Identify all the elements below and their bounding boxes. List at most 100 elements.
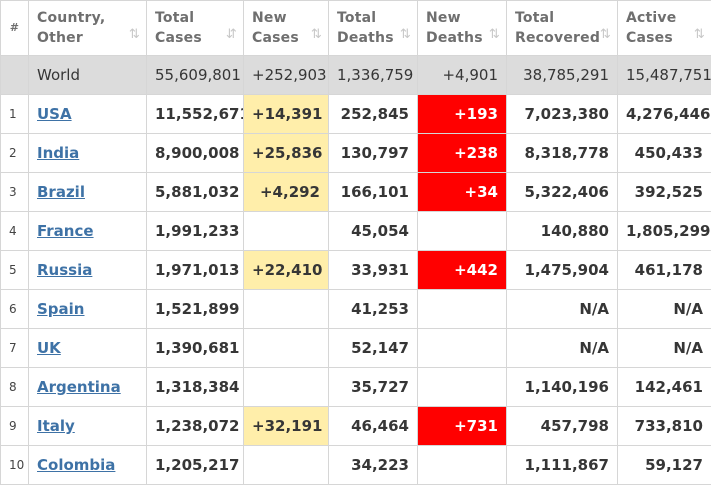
header-new-cases-label-2: Cases bbox=[252, 28, 320, 48]
total-cases-cell: 1,205,217 bbox=[147, 446, 244, 485]
sort-icon[interactable]: ⇅ bbox=[129, 25, 140, 45]
row-index: 5 bbox=[1, 251, 29, 290]
country-cell: Spain bbox=[29, 290, 147, 329]
country-link[interactable]: Italy bbox=[37, 417, 75, 435]
new-cases-cell bbox=[244, 368, 329, 407]
row-index: 2 bbox=[1, 134, 29, 173]
country-link[interactable]: Argentina bbox=[37, 378, 121, 396]
total-recovered-cell: 7,023,380 bbox=[507, 95, 618, 134]
country-link[interactable]: India bbox=[37, 144, 79, 162]
header-row: # Country, Other ⇅ Total Cases ⇵ New Cas… bbox=[1, 1, 711, 56]
header-total-recovered[interactable]: Total Recovered ⇅ bbox=[507, 1, 618, 56]
total-deaths-cell: 130,797 bbox=[329, 134, 418, 173]
total-cases-cell: 1,318,384 bbox=[147, 368, 244, 407]
row-index: 1 bbox=[1, 95, 29, 134]
world-new-deaths: +4,901 bbox=[418, 56, 507, 95]
new-deaths-cell: +193 bbox=[418, 95, 507, 134]
world-index bbox=[1, 56, 29, 95]
new-deaths-cell bbox=[418, 368, 507, 407]
total-cases-cell: 1,238,072 bbox=[147, 407, 244, 446]
new-deaths-cell: +731 bbox=[418, 407, 507, 446]
header-total-cases-label-2: Cases bbox=[155, 28, 235, 48]
total-cases-cell: 8,900,008 bbox=[147, 134, 244, 173]
new-cases-cell bbox=[244, 290, 329, 329]
total-deaths-cell: 166,101 bbox=[329, 173, 418, 212]
row-index: 3 bbox=[1, 173, 29, 212]
total-cases-cell: 5,881,032 bbox=[147, 173, 244, 212]
country-link[interactable]: UK bbox=[37, 339, 61, 357]
header-country-label-1: Country, bbox=[37, 8, 138, 28]
total-recovered-cell: N/A bbox=[507, 290, 618, 329]
total-recovered-cell: 8,318,778 bbox=[507, 134, 618, 173]
header-total-deaths-label-1: Total bbox=[337, 8, 409, 28]
sort-icon[interactable]: ⇅ bbox=[400, 25, 411, 45]
new-cases-cell bbox=[244, 446, 329, 485]
row-index: 6 bbox=[1, 290, 29, 329]
header-active-cases[interactable]: Active Cases ⇅ bbox=[618, 1, 711, 56]
country-link[interactable]: Brazil bbox=[37, 183, 85, 201]
total-recovered-cell: 1,140,196 bbox=[507, 368, 618, 407]
header-index-label: # bbox=[10, 21, 19, 34]
total-cases-cell: 1,971,013 bbox=[147, 251, 244, 290]
row-index: 9 bbox=[1, 407, 29, 446]
header-total-cases-label-1: Total bbox=[155, 8, 235, 28]
world-total-deaths: 1,336,759 bbox=[329, 56, 418, 95]
header-new-deaths[interactable]: New Deaths ⇅ bbox=[418, 1, 507, 56]
country-link[interactable]: Spain bbox=[37, 300, 84, 318]
header-country[interactable]: Country, Other ⇅ bbox=[29, 1, 147, 56]
country-cell: Italy bbox=[29, 407, 147, 446]
header-total-recovered-label-1: Total bbox=[515, 8, 609, 28]
header-new-cases[interactable]: New Cases ⇅ bbox=[244, 1, 329, 56]
new-cases-cell: +32,191 bbox=[244, 407, 329, 446]
country-cell: USA bbox=[29, 95, 147, 134]
country-link[interactable]: France bbox=[37, 222, 94, 240]
sort-icon[interactable]: ⇅ bbox=[600, 25, 611, 45]
sort-icon[interactable]: ⇅ bbox=[694, 25, 705, 45]
new-deaths-cell: +238 bbox=[418, 134, 507, 173]
country-cell: UK bbox=[29, 329, 147, 368]
sort-active-icon[interactable]: ⇵ bbox=[226, 25, 237, 45]
country-link[interactable]: USA bbox=[37, 105, 72, 123]
total-recovered-cell: N/A bbox=[507, 329, 618, 368]
active-cases-cell: N/A bbox=[618, 290, 711, 329]
header-total-deaths[interactable]: Total Deaths ⇅ bbox=[329, 1, 418, 56]
active-cases-cell: 461,178 bbox=[618, 251, 711, 290]
total-cases-cell: 1,991,233 bbox=[147, 212, 244, 251]
active-cases-cell: 142,461 bbox=[618, 368, 711, 407]
new-deaths-cell: +34 bbox=[418, 173, 507, 212]
country-cell: France bbox=[29, 212, 147, 251]
header-active-cases-label-2: Cases bbox=[626, 28, 703, 48]
total-deaths-cell: 45,054 bbox=[329, 212, 418, 251]
country-link[interactable]: Colombia bbox=[37, 456, 115, 474]
new-deaths-cell bbox=[418, 329, 507, 368]
header-total-deaths-label-2: Deaths bbox=[337, 28, 409, 48]
total-deaths-cell: 46,464 bbox=[329, 407, 418, 446]
sort-icon[interactable]: ⇅ bbox=[311, 25, 322, 45]
total-deaths-cell: 252,845 bbox=[329, 95, 418, 134]
row-index: 10 bbox=[1, 446, 29, 485]
header-index[interactable]: # bbox=[1, 1, 29, 56]
world-country: World bbox=[29, 56, 147, 95]
world-total-row: World 55,609,801 +252,903 1,336,759 +4,9… bbox=[1, 56, 711, 95]
header-total-recovered-label-2: Recovered bbox=[515, 28, 609, 48]
active-cases-cell: 59,127 bbox=[618, 446, 711, 485]
new-deaths-cell bbox=[418, 212, 507, 251]
country-link[interactable]: Russia bbox=[37, 261, 92, 279]
new-cases-cell: +14,391 bbox=[244, 95, 329, 134]
sort-icon[interactable]: ⇅ bbox=[489, 25, 500, 45]
row-index: 8 bbox=[1, 368, 29, 407]
active-cases-cell: 392,525 bbox=[618, 173, 711, 212]
country-cell: Brazil bbox=[29, 173, 147, 212]
row-index: 7 bbox=[1, 329, 29, 368]
new-cases-cell bbox=[244, 212, 329, 251]
new-cases-cell: +25,836 bbox=[244, 134, 329, 173]
active-cases-cell: N/A bbox=[618, 329, 711, 368]
header-total-cases[interactable]: Total Cases ⇵ bbox=[147, 1, 244, 56]
active-cases-cell: 1,805,299 bbox=[618, 212, 711, 251]
new-cases-cell bbox=[244, 329, 329, 368]
